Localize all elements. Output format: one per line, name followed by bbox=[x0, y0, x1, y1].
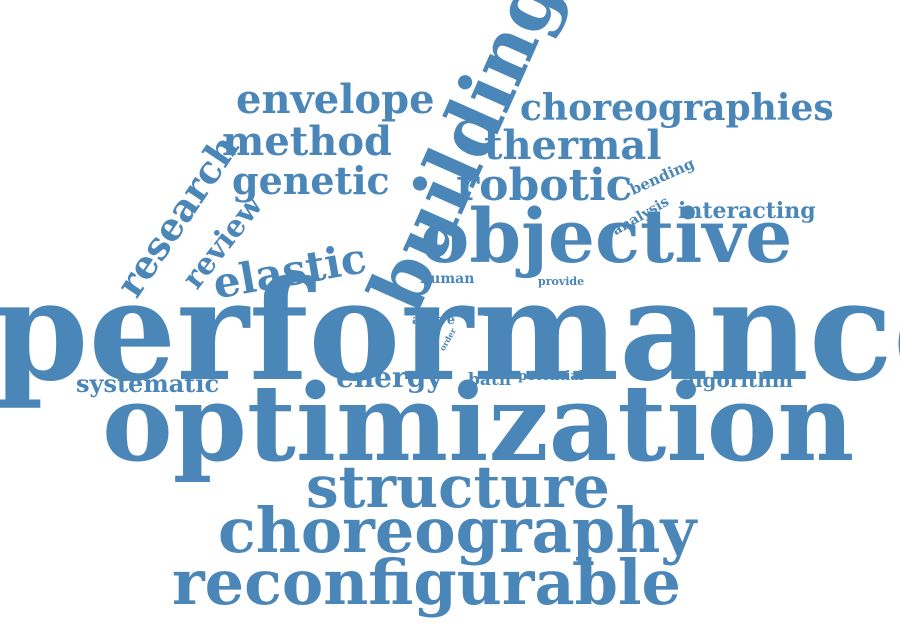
word-algorithm: algorithm bbox=[682, 368, 793, 392]
word-thermal: thermal bbox=[484, 122, 662, 169]
word-potential: potential bbox=[518, 369, 584, 384]
word-interacting: interacting bbox=[678, 198, 816, 224]
word-reconfigurable: reconfigurable bbox=[172, 546, 681, 619]
word-optimization: optimization bbox=[102, 360, 855, 485]
word-robotic: robotic bbox=[456, 160, 633, 211]
word-bath: bath bbox=[468, 370, 512, 390]
word-human: human bbox=[420, 271, 475, 287]
word-objective: objective bbox=[420, 194, 793, 280]
word-method: method bbox=[222, 118, 392, 165]
word-genetic: genetic bbox=[232, 158, 390, 203]
word-choreographies: choreographies bbox=[520, 87, 834, 129]
word-systematic: systematic bbox=[76, 369, 220, 398]
word-provide: provide bbox=[538, 275, 585, 288]
word-envelope: envelope bbox=[236, 76, 435, 123]
word-performance: performance bbox=[0, 249, 900, 412]
word-active: active bbox=[412, 313, 456, 328]
word-energy: energy bbox=[336, 361, 443, 394]
word-structure: structure bbox=[306, 453, 610, 521]
word-choreography: choreography bbox=[218, 494, 697, 567]
word-field: field bbox=[484, 309, 502, 318]
